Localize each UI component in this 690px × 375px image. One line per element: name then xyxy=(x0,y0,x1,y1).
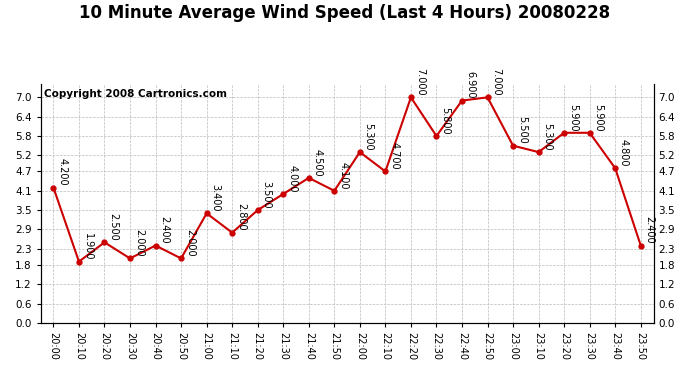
Text: 2.500: 2.500 xyxy=(108,213,118,241)
Text: 6.900: 6.900 xyxy=(466,72,476,99)
Text: 4.700: 4.700 xyxy=(389,142,400,170)
Text: 5.500: 5.500 xyxy=(517,116,527,144)
Text: 7.000: 7.000 xyxy=(491,68,502,96)
Text: 4.000: 4.000 xyxy=(287,165,297,192)
Text: 3.500: 3.500 xyxy=(262,181,272,209)
Text: 5.900: 5.900 xyxy=(568,104,578,131)
Text: 2.000: 2.000 xyxy=(185,229,195,257)
Text: 2.400: 2.400 xyxy=(644,216,655,244)
Text: 4.200: 4.200 xyxy=(57,158,67,186)
Text: 5.900: 5.900 xyxy=(593,104,604,131)
Text: 5.300: 5.300 xyxy=(364,123,374,150)
Text: 10 Minute Average Wind Speed (Last 4 Hours) 20080228: 10 Minute Average Wind Speed (Last 4 Hou… xyxy=(79,4,611,22)
Text: 1.900: 1.900 xyxy=(83,232,92,260)
Text: 3.400: 3.400 xyxy=(210,184,221,212)
Text: 4.100: 4.100 xyxy=(338,162,348,189)
Text: 2.000: 2.000 xyxy=(134,229,144,257)
Text: 7.000: 7.000 xyxy=(415,68,425,96)
Text: Copyright 2008 Cartronics.com: Copyright 2008 Cartronics.com xyxy=(43,89,227,99)
Text: 5.800: 5.800 xyxy=(440,107,451,134)
Text: 4.500: 4.500 xyxy=(313,148,323,176)
Text: 4.800: 4.800 xyxy=(619,139,629,166)
Text: 2.400: 2.400 xyxy=(159,216,169,244)
Text: 5.300: 5.300 xyxy=(542,123,553,150)
Text: 2.800: 2.800 xyxy=(236,203,246,231)
